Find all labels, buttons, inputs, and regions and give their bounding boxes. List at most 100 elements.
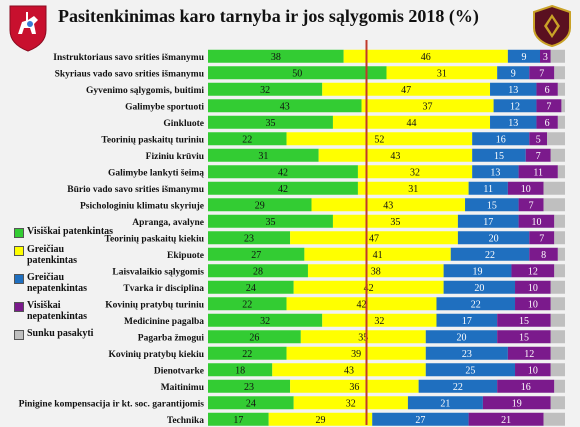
data-label: 32 (374, 316, 384, 327)
bar-segment (543, 198, 565, 212)
bar-segment (293, 396, 408, 410)
data-label: 6 (545, 85, 550, 96)
bar-segment (300, 330, 426, 344)
category-label: Ekipuote (167, 251, 204, 261)
bar-segment (529, 66, 555, 80)
bar-segment (550, 297, 565, 311)
bar-segment (468, 181, 508, 195)
bar-segment (550, 346, 565, 360)
bar-segment (515, 297, 551, 311)
data-label: 11 (483, 184, 493, 195)
legend: Visiškai patenkintas Greičiau patenkinta… (14, 226, 114, 346)
data-label: 22 (485, 250, 495, 261)
bar-segment (418, 379, 498, 393)
data-label: 47 (401, 85, 411, 96)
bar-segment (208, 346, 287, 360)
bar-segment (457, 231, 530, 245)
data-label: 20 (474, 283, 484, 294)
data-label: 22 (453, 382, 463, 393)
data-label: 22 (242, 349, 252, 360)
data-label: 10 (521, 184, 531, 195)
data-label: 37 (423, 101, 433, 112)
bar-segment (472, 165, 519, 179)
bar-segment (208, 396, 294, 410)
bar-segment (436, 297, 516, 311)
bar-segment (529, 247, 558, 261)
legend-item-greiciau-patenkintas: Greičiau patenkintas (14, 244, 114, 266)
data-label: 10 (531, 217, 541, 228)
data-label: 19 (473, 266, 483, 277)
data-label: 24 (246, 398, 256, 409)
bar-segment (543, 181, 565, 195)
data-label: 42 (278, 184, 288, 195)
category-label: Medicinine pagalba (124, 317, 204, 327)
bar-segment (425, 346, 508, 360)
bar-segment (208, 363, 273, 377)
bar-segment (208, 115, 333, 129)
bar-segment (208, 379, 291, 393)
legend-swatch-greiciau-nepatenkintas (14, 274, 24, 284)
bar-segment (536, 82, 558, 96)
data-label: 12 (528, 266, 538, 277)
bar-segment (465, 198, 519, 212)
bar-segment (361, 99, 494, 113)
data-label: 38 (371, 266, 381, 277)
bar-segment (332, 115, 491, 129)
data-label: 22 (242, 134, 252, 145)
data-label: 5 (536, 134, 541, 145)
legend-label: Greičiau patenkintas (27, 244, 78, 266)
data-label: 21 (501, 415, 511, 426)
bar-segment (554, 66, 565, 80)
data-label: 42 (357, 299, 367, 310)
vytis-coat-of-arms-icon (6, 4, 50, 52)
data-label: 32 (260, 316, 270, 327)
bar-segment (208, 99, 362, 113)
data-label: 6 (545, 118, 550, 129)
data-label: 28 (253, 266, 263, 277)
data-label: 23 (244, 382, 254, 393)
data-label: 52 (374, 134, 384, 145)
bar-segment (322, 313, 437, 327)
data-label: 7 (539, 233, 544, 244)
category-label: Laisvalaikio sąlygomis (112, 267, 204, 277)
bar-segment (436, 313, 498, 327)
data-label: 31 (408, 184, 418, 195)
bar-segment (443, 264, 512, 278)
bar-segment (497, 313, 551, 327)
data-label: 32 (260, 85, 270, 96)
data-label: 10 (528, 299, 538, 310)
bar-segment (290, 231, 458, 245)
legend-swatch-sunku-pasakyti (14, 330, 24, 340)
category-label: Pagarba žmogui (138, 333, 205, 343)
data-label: 35 (265, 217, 275, 228)
data-label: 35 (358, 332, 368, 343)
data-label: 26 (249, 332, 259, 343)
data-label: 7 (539, 68, 544, 79)
data-label: 24 (246, 283, 256, 294)
bar-segment (550, 280, 565, 294)
bar-segment (372, 412, 469, 426)
category-label: Psichologiniu klimatu skyriuje (80, 201, 204, 211)
data-label: 7 (529, 200, 534, 211)
bar-segment (536, 115, 558, 129)
bar-segment (208, 297, 287, 311)
bar-segment (208, 264, 308, 278)
bar-segment (208, 148, 319, 162)
category-label: Maitinimu (161, 383, 205, 393)
data-label: 29 (255, 200, 265, 211)
data-label: 15 (519, 316, 529, 327)
legend-item-visiskai-patenkintas: Visiškai patenkintas (14, 226, 114, 238)
bar-segment (425, 330, 498, 344)
bar-segment (490, 115, 537, 129)
data-label: 22 (471, 299, 481, 310)
legend-label: Visiškai nepatenkintas (27, 300, 88, 322)
bar-segment (443, 280, 516, 294)
bar-segment (386, 66, 498, 80)
bar-segment (293, 280, 444, 294)
data-label: 47 (369, 233, 379, 244)
category-label: Teorinių paskaitų kiekiu (105, 234, 205, 244)
category-label: Instruktoriaus savo srities išmanymu (53, 53, 204, 63)
bar-segment (318, 148, 473, 162)
bar-segment (507, 346, 551, 360)
